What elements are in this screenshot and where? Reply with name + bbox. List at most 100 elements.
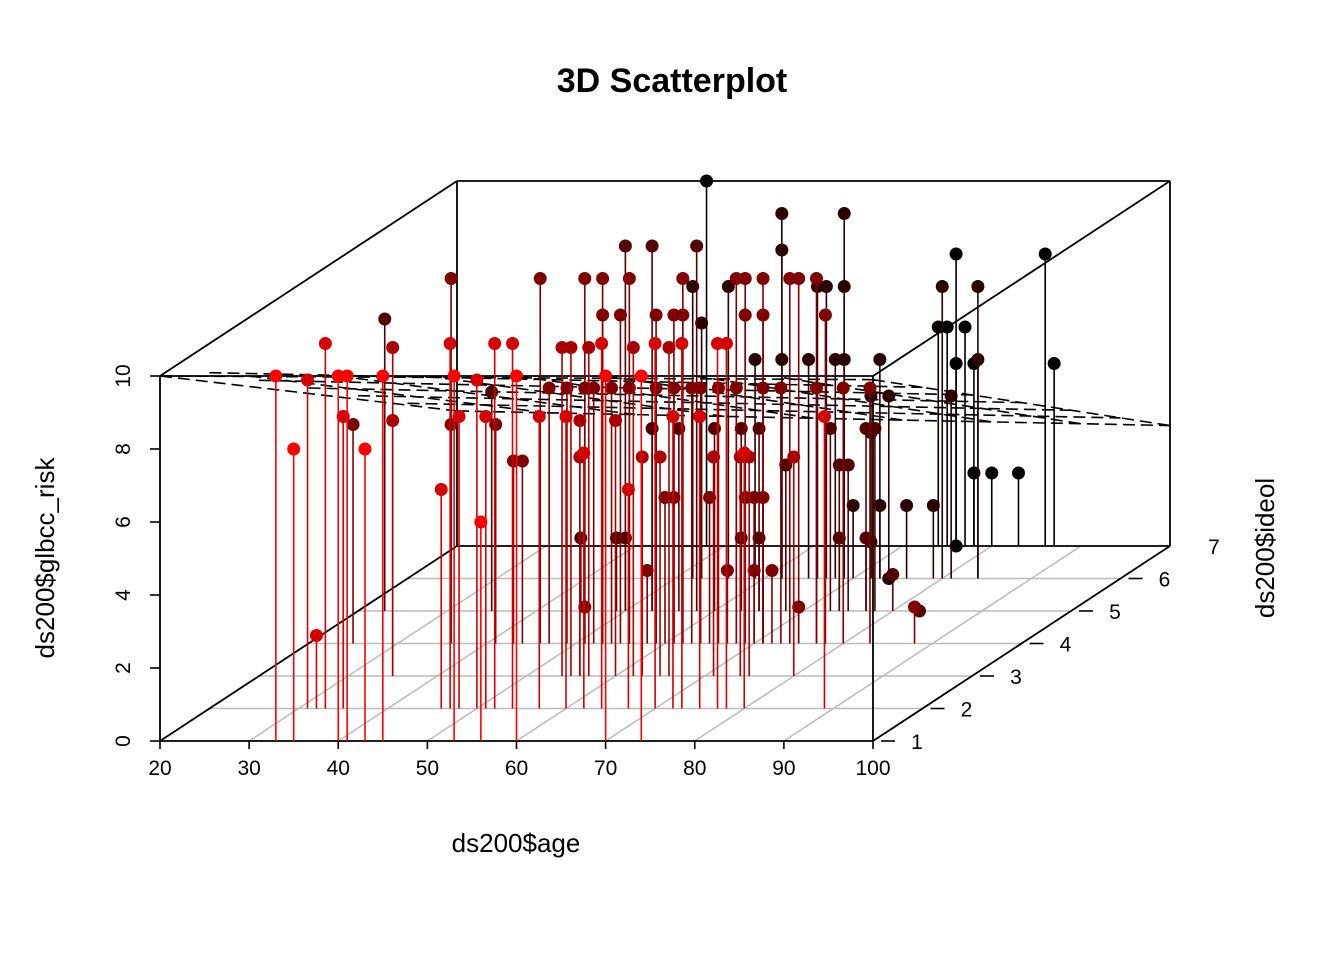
z-tick-label: 6: [112, 516, 135, 528]
data-point: [737, 446, 751, 460]
data-point: [958, 320, 972, 334]
data-point: [443, 337, 457, 350]
data-point: [542, 381, 556, 395]
data-point: [900, 499, 914, 512]
z-tick-label: 8: [112, 443, 135, 455]
data-point: [358, 442, 372, 456]
y-axis-label: ds200$ideol: [1250, 478, 1280, 618]
data-point: [944, 389, 958, 403]
data-point: [596, 308, 610, 322]
y-tick-label: 5: [1109, 601, 1121, 624]
data-point: [802, 353, 816, 366]
chart-title: 3D Scatterplot: [557, 62, 788, 100]
data-point: [532, 410, 546, 423]
data-point: [386, 341, 400, 354]
z-tick-label: 4: [112, 589, 135, 601]
data-point: [756, 491, 770, 504]
data-point: [837, 280, 851, 293]
data-point: [841, 458, 855, 472]
data-point: [376, 369, 390, 383]
data-point: [685, 381, 699, 395]
data-point: [269, 369, 283, 383]
data-point: [622, 272, 636, 285]
data-point: [971, 280, 985, 293]
data-point: [846, 499, 860, 512]
x-tick-label: 50: [416, 757, 439, 780]
data-point: [729, 272, 743, 285]
data-point: [818, 308, 832, 322]
data-point: [667, 491, 681, 504]
data-point: [609, 414, 622, 427]
data-point: [823, 422, 837, 435]
data-point: [828, 353, 842, 366]
data-point: [640, 564, 654, 577]
data-point: [819, 280, 833, 293]
data-point: [564, 341, 578, 354]
y-tick-label: 1: [911, 731, 923, 754]
data-point: [595, 337, 609, 350]
data-point: [738, 272, 752, 285]
data-point: [485, 385, 499, 399]
data-point: [577, 446, 591, 460]
x-axis-label: ds200$age: [452, 828, 581, 858]
data-point: [621, 483, 635, 496]
data-point: [775, 207, 789, 220]
data-point: [675, 337, 689, 350]
data-point: [648, 337, 662, 350]
x-tick-label: 100: [855, 757, 890, 780]
box-edge: [872, 180, 1171, 377]
data-point: [949, 539, 963, 553]
data-point: [635, 450, 649, 464]
data-point: [309, 629, 323, 642]
data-point: [700, 174, 714, 188]
data-point: [719, 337, 733, 350]
data-point: [738, 308, 752, 322]
data-point: [886, 568, 900, 581]
x-tick-label: 90: [772, 757, 795, 780]
box-edge: [872, 545, 1171, 742]
data-point: [1011, 466, 1025, 480]
data-point: [667, 308, 681, 322]
data-point: [605, 381, 619, 395]
plane-line: [456, 410, 1171, 427]
data-point: [756, 381, 770, 395]
data-point: [676, 272, 690, 285]
data-point: [1047, 357, 1061, 370]
data-point: [863, 381, 877, 395]
data-point: [837, 207, 851, 220]
data-point: [489, 418, 503, 431]
box-edge: [159, 545, 458, 742]
data-point: [792, 272, 806, 285]
data-point: [868, 422, 882, 435]
data-point: [318, 337, 332, 350]
data-point: [626, 341, 640, 354]
data-point: [810, 272, 824, 285]
plane-line: [249, 375, 547, 414]
data-point: [613, 308, 627, 322]
data-point: [287, 442, 301, 456]
data-point: [434, 483, 448, 496]
plane-line: [308, 387, 1022, 404]
data-point: [444, 272, 458, 285]
data-point: [340, 369, 354, 383]
data-point: [515, 454, 529, 468]
points-layer: [269, 174, 1061, 741]
data-point: [447, 369, 461, 383]
data-point: [873, 353, 887, 366]
data-point: [787, 450, 801, 464]
data-point: [533, 272, 547, 285]
data-point: [649, 381, 663, 395]
data-point: [711, 381, 725, 395]
data-point: [783, 272, 797, 285]
plane-line: [605, 375, 903, 421]
data-point: [836, 381, 850, 395]
data-point: [935, 280, 949, 293]
data-point: [949, 357, 963, 370]
data-point: [666, 410, 680, 423]
data-point: [301, 373, 315, 387]
data-point: [775, 353, 789, 366]
data-point: [559, 410, 573, 423]
data-point: [578, 272, 592, 285]
data-point: [452, 410, 466, 423]
